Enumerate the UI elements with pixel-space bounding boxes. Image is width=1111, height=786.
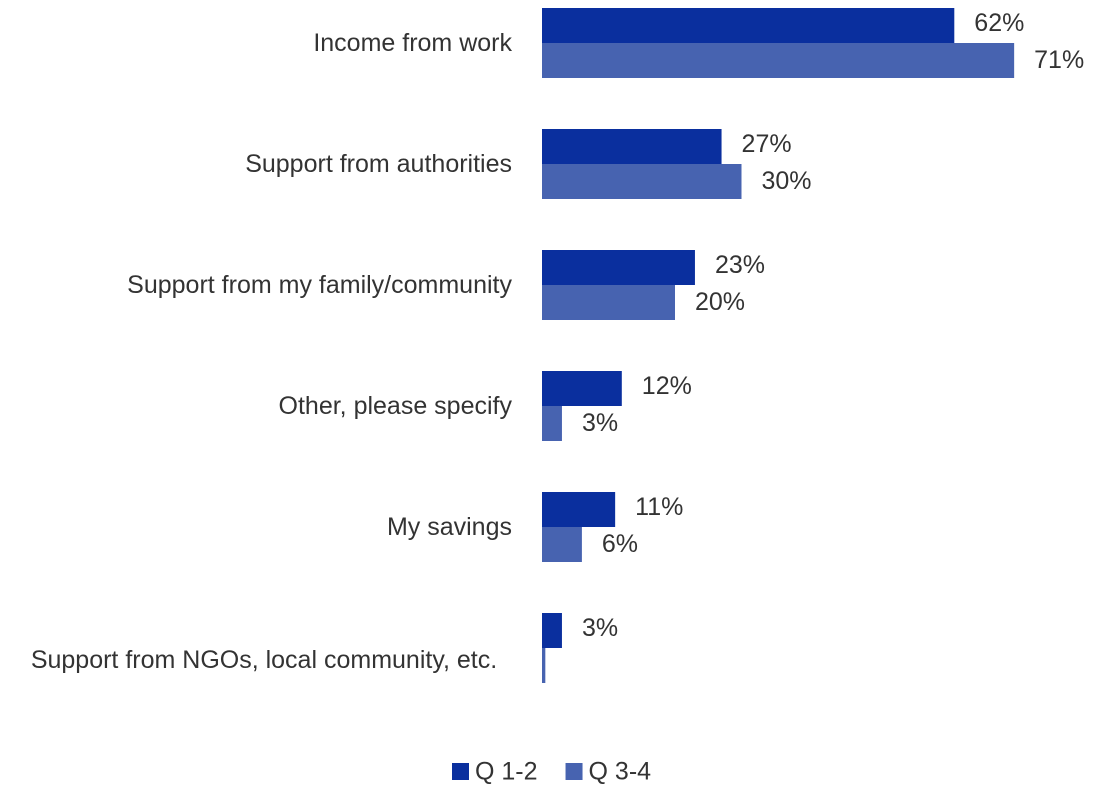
bar — [542, 164, 742, 199]
bar — [542, 129, 722, 164]
legend-label: Q 1-2 — [475, 758, 538, 786]
value-label: 6% — [602, 530, 638, 558]
bar — [542, 527, 582, 562]
bar — [542, 613, 562, 648]
bar — [542, 648, 546, 683]
category-label: Other, please specify — [278, 392, 512, 420]
category-label: Income from work — [313, 29, 512, 57]
value-label: 20% — [695, 288, 745, 316]
value-label: 3% — [582, 409, 618, 437]
bar — [542, 43, 1015, 78]
value-label: 62% — [974, 9, 1024, 37]
category-label: Support from authorities — [245, 150, 512, 178]
legend-swatch — [452, 763, 469, 780]
bar — [542, 371, 622, 406]
value-label: 23% — [715, 251, 765, 279]
legend-label: Q 3-4 — [589, 758, 652, 786]
bar — [542, 285, 675, 320]
category-label: My savings — [386, 513, 512, 541]
value-label: 30% — [762, 167, 812, 195]
bar — [542, 406, 562, 441]
value-label: 71% — [1034, 46, 1084, 74]
value-label: 3% — [582, 614, 618, 642]
bar — [542, 250, 695, 285]
legend-swatch — [565, 763, 583, 780]
value-label: 12% — [642, 372, 692, 400]
bar — [542, 492, 616, 527]
bar — [542, 8, 955, 43]
category-label: Support from NGOs, local community, etc. — [30, 646, 498, 674]
category-label: Support from my family/community — [127, 271, 512, 299]
value-label: 27% — [742, 130, 792, 158]
value-label: 11% — [635, 493, 683, 521]
